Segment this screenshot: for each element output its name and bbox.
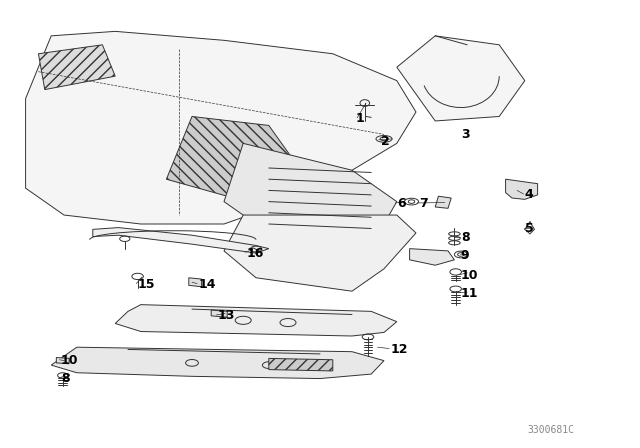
Polygon shape [410,249,454,265]
Text: 3300681C: 3300681C [527,425,574,435]
Polygon shape [189,278,202,287]
Polygon shape [269,358,333,371]
Polygon shape [26,31,416,224]
Text: 9: 9 [461,249,469,262]
Polygon shape [166,116,307,197]
Text: 12: 12 [390,343,408,356]
Text: 16: 16 [246,246,264,260]
Text: 15: 15 [138,278,155,291]
Text: 5: 5 [525,222,534,235]
Polygon shape [93,228,269,253]
Text: 1: 1 [355,112,364,125]
Text: 13: 13 [218,309,235,323]
Polygon shape [224,215,416,291]
Text: 11: 11 [461,287,478,300]
Text: 10: 10 [61,354,78,367]
Text: 7: 7 [419,197,428,211]
Polygon shape [224,143,397,233]
Polygon shape [506,179,538,199]
Polygon shape [56,358,69,364]
Text: 4: 4 [525,188,534,202]
Text: 8: 8 [461,231,469,244]
Polygon shape [211,310,227,317]
Text: 3: 3 [461,128,469,141]
Text: 2: 2 [381,134,390,148]
Polygon shape [435,196,451,208]
Text: 10: 10 [461,269,478,282]
Polygon shape [38,45,115,90]
Text: 8: 8 [61,372,69,385]
Text: 14: 14 [198,278,216,291]
Polygon shape [115,305,397,336]
Polygon shape [51,347,384,379]
Text: 6: 6 [397,197,405,211]
Polygon shape [397,36,525,121]
